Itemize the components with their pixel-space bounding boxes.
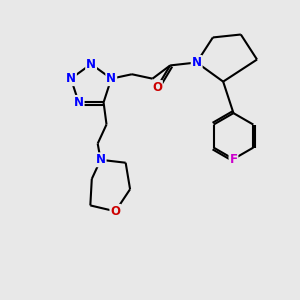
Text: N: N — [66, 72, 76, 85]
Text: O: O — [152, 81, 162, 94]
Text: F: F — [230, 153, 238, 166]
Text: N: N — [96, 153, 106, 166]
Text: N: N — [74, 96, 84, 109]
Text: N: N — [192, 56, 202, 69]
Text: O: O — [110, 205, 120, 218]
Text: N: N — [86, 58, 96, 70]
Text: N: N — [106, 72, 116, 85]
